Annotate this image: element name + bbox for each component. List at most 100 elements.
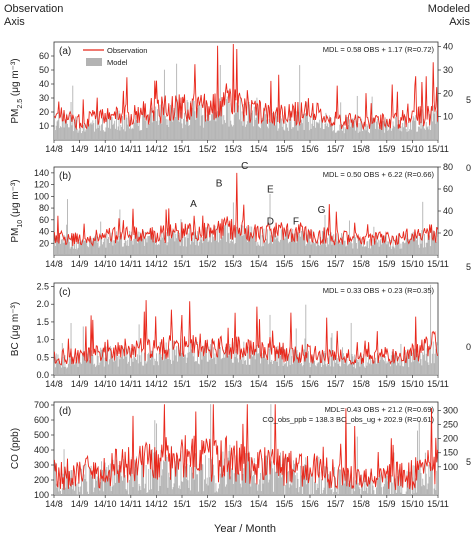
model-bar bbox=[357, 482, 359, 495]
model-bar bbox=[125, 356, 127, 375]
model-bar bbox=[60, 363, 62, 375]
model-bar bbox=[169, 348, 171, 375]
model-bar bbox=[237, 228, 239, 255]
model-bar bbox=[242, 473, 244, 495]
model-bar bbox=[62, 113, 64, 140]
model-bar bbox=[394, 248, 396, 255]
model-bar bbox=[150, 359, 151, 375]
model-bar bbox=[73, 131, 75, 140]
model-bar bbox=[218, 483, 220, 495]
model-bar bbox=[339, 469, 341, 495]
model-bar bbox=[362, 246, 363, 255]
model-bar bbox=[290, 347, 292, 375]
model-bar bbox=[410, 122, 411, 140]
model-bar bbox=[359, 366, 361, 375]
model-bar bbox=[424, 452, 426, 495]
model-bar bbox=[240, 487, 242, 495]
model-bar bbox=[192, 242, 194, 255]
model-bar bbox=[177, 120, 179, 140]
model-bar bbox=[399, 248, 401, 255]
model-bar bbox=[108, 478, 110, 495]
model-bar bbox=[301, 228, 303, 255]
y-tick-label-left: 80 bbox=[39, 203, 49, 213]
model-bar bbox=[403, 366, 404, 375]
model-bar bbox=[301, 366, 303, 375]
model-bar bbox=[60, 239, 62, 255]
model-bar bbox=[138, 324, 140, 375]
model-bar bbox=[337, 130, 339, 140]
model-bar bbox=[363, 480, 365, 495]
model-bar bbox=[294, 108, 295, 140]
model-bar bbox=[74, 248, 76, 255]
fit-equation-2: CO_obs_ppb = 138.3 BC_obs_ug + 202.9 (R=… bbox=[262, 415, 434, 424]
model-bar bbox=[74, 362, 76, 375]
model-bar bbox=[280, 477, 282, 495]
model-bar bbox=[190, 340, 192, 375]
x-tick-label: 14/12 bbox=[145, 144, 168, 154]
model-bar bbox=[217, 111, 219, 140]
model-bar bbox=[104, 131, 106, 140]
model-bar bbox=[278, 241, 280, 255]
model-bar bbox=[87, 353, 89, 375]
model-bar bbox=[232, 126, 233, 140]
model-bar bbox=[126, 490, 128, 495]
model-bar bbox=[193, 341, 195, 375]
model-bar bbox=[150, 489, 152, 495]
model-bar bbox=[183, 246, 185, 255]
observation-line bbox=[54, 43, 439, 131]
model-bar bbox=[82, 124, 84, 140]
model-bar bbox=[204, 101, 206, 140]
model-bar bbox=[171, 489, 173, 495]
model-bar bbox=[394, 353, 396, 375]
model-bar bbox=[415, 348, 417, 375]
model-bar bbox=[234, 356, 236, 375]
model-bar bbox=[285, 363, 287, 375]
model-bar bbox=[99, 125, 101, 140]
model-bar bbox=[213, 107, 215, 140]
model-bar bbox=[281, 346, 283, 375]
y-tick-label-left: 400 bbox=[34, 445, 49, 455]
model-bar bbox=[358, 487, 360, 495]
model-bar bbox=[329, 123, 331, 140]
model-bar bbox=[108, 465, 110, 495]
model-bar bbox=[287, 471, 289, 495]
model-bar bbox=[269, 314, 271, 375]
model-bar bbox=[304, 232, 306, 255]
model-bar bbox=[376, 353, 378, 375]
model-bar bbox=[312, 112, 314, 140]
model-bar bbox=[252, 235, 254, 255]
model-bar bbox=[417, 354, 418, 375]
model-bar bbox=[152, 115, 154, 140]
model-bar bbox=[373, 490, 375, 495]
model-bar bbox=[351, 243, 353, 255]
model-bar bbox=[232, 362, 233, 375]
model-bar bbox=[396, 365, 398, 375]
model-bar bbox=[265, 114, 267, 140]
model-bar bbox=[363, 246, 365, 255]
model-bar bbox=[335, 362, 336, 375]
model-bar bbox=[294, 349, 295, 375]
model-bar bbox=[124, 347, 126, 375]
model-bar bbox=[350, 239, 352, 255]
model-bar bbox=[309, 241, 311, 255]
model-bar bbox=[127, 239, 129, 255]
model-bar bbox=[159, 485, 161, 495]
model-bar bbox=[305, 245, 307, 255]
model-bar bbox=[432, 230, 434, 255]
model-bar bbox=[268, 479, 270, 495]
model-bar bbox=[378, 126, 380, 140]
model-bar bbox=[228, 126, 230, 140]
model-bar bbox=[389, 470, 391, 495]
model-bar bbox=[233, 114, 235, 140]
model-bar bbox=[286, 229, 288, 255]
model-bar bbox=[87, 123, 89, 140]
model-bar bbox=[378, 361, 380, 375]
model-bar bbox=[224, 357, 226, 375]
model-bar bbox=[280, 239, 281, 255]
model-bar bbox=[59, 128, 61, 140]
model-bar bbox=[431, 231, 432, 255]
model-bar bbox=[200, 239, 202, 255]
model-bar bbox=[212, 106, 214, 140]
model-bar bbox=[197, 474, 199, 495]
model-bar bbox=[62, 473, 64, 495]
